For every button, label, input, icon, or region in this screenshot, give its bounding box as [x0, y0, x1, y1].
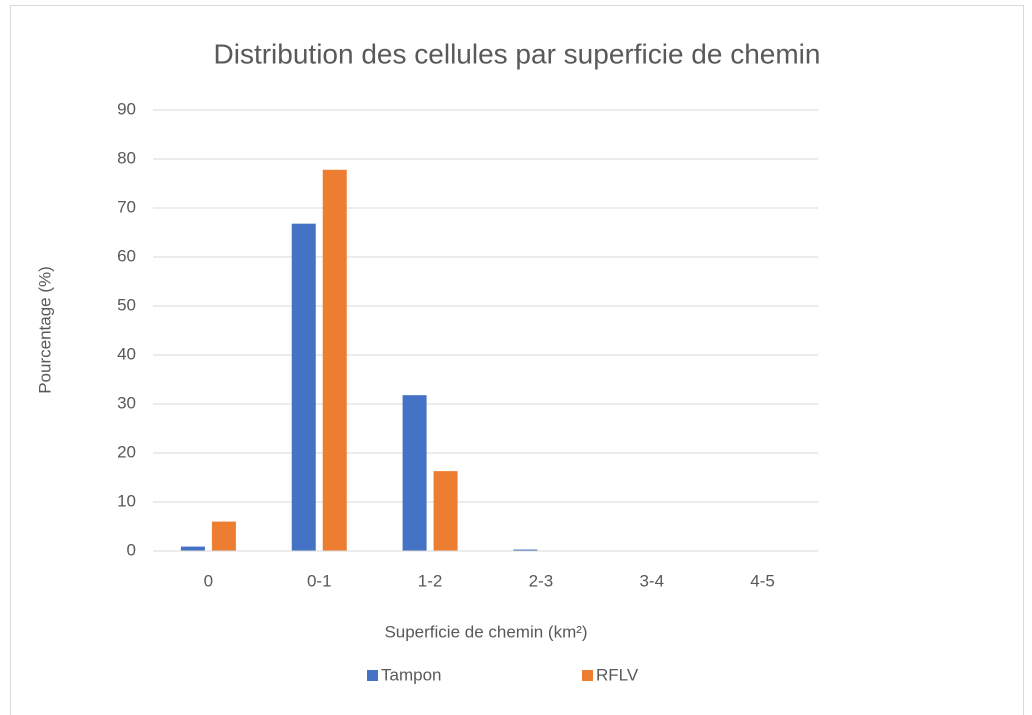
x-tick-label: 2-3 — [529, 571, 554, 590]
bar — [180, 546, 205, 551]
x-tick-label: 0 — [204, 571, 213, 590]
y-tick-label: 20 — [117, 442, 136, 461]
legend-swatch — [367, 670, 378, 681]
bar — [211, 521, 236, 551]
y-tick-label: 50 — [117, 295, 136, 314]
legend-label: Tampon — [381, 665, 441, 684]
y-axis-label: Pourcentage (%) — [35, 266, 54, 394]
y-tick-label: 60 — [117, 246, 136, 265]
bar — [433, 471, 458, 551]
x-tick-label: 1-2 — [418, 571, 443, 590]
bar — [513, 549, 538, 551]
y-tick-label: 40 — [117, 344, 136, 363]
legend-swatch — [582, 670, 593, 681]
bar — [322, 169, 347, 551]
y-tick-label: 70 — [117, 197, 136, 216]
y-tick-label: 30 — [117, 393, 136, 412]
chart-border — [10, 5, 1024, 715]
legend-label: RFLV — [596, 665, 639, 684]
y-tick-label: 90 — [117, 99, 136, 118]
x-axis-label: Superficie de chemin (km²) — [384, 622, 587, 641]
x-tick-label: 3-4 — [639, 571, 664, 590]
bar — [402, 395, 427, 551]
y-tick-label: 10 — [117, 491, 136, 510]
bar — [291, 223, 316, 551]
y-tick-label: 80 — [117, 148, 136, 167]
x-tick-label: 4-5 — [750, 571, 775, 590]
x-tick-label: 0-1 — [307, 571, 332, 590]
y-tick-label: 0 — [127, 540, 136, 559]
chart-title: Distribution des cellules par superficie… — [214, 38, 821, 69]
